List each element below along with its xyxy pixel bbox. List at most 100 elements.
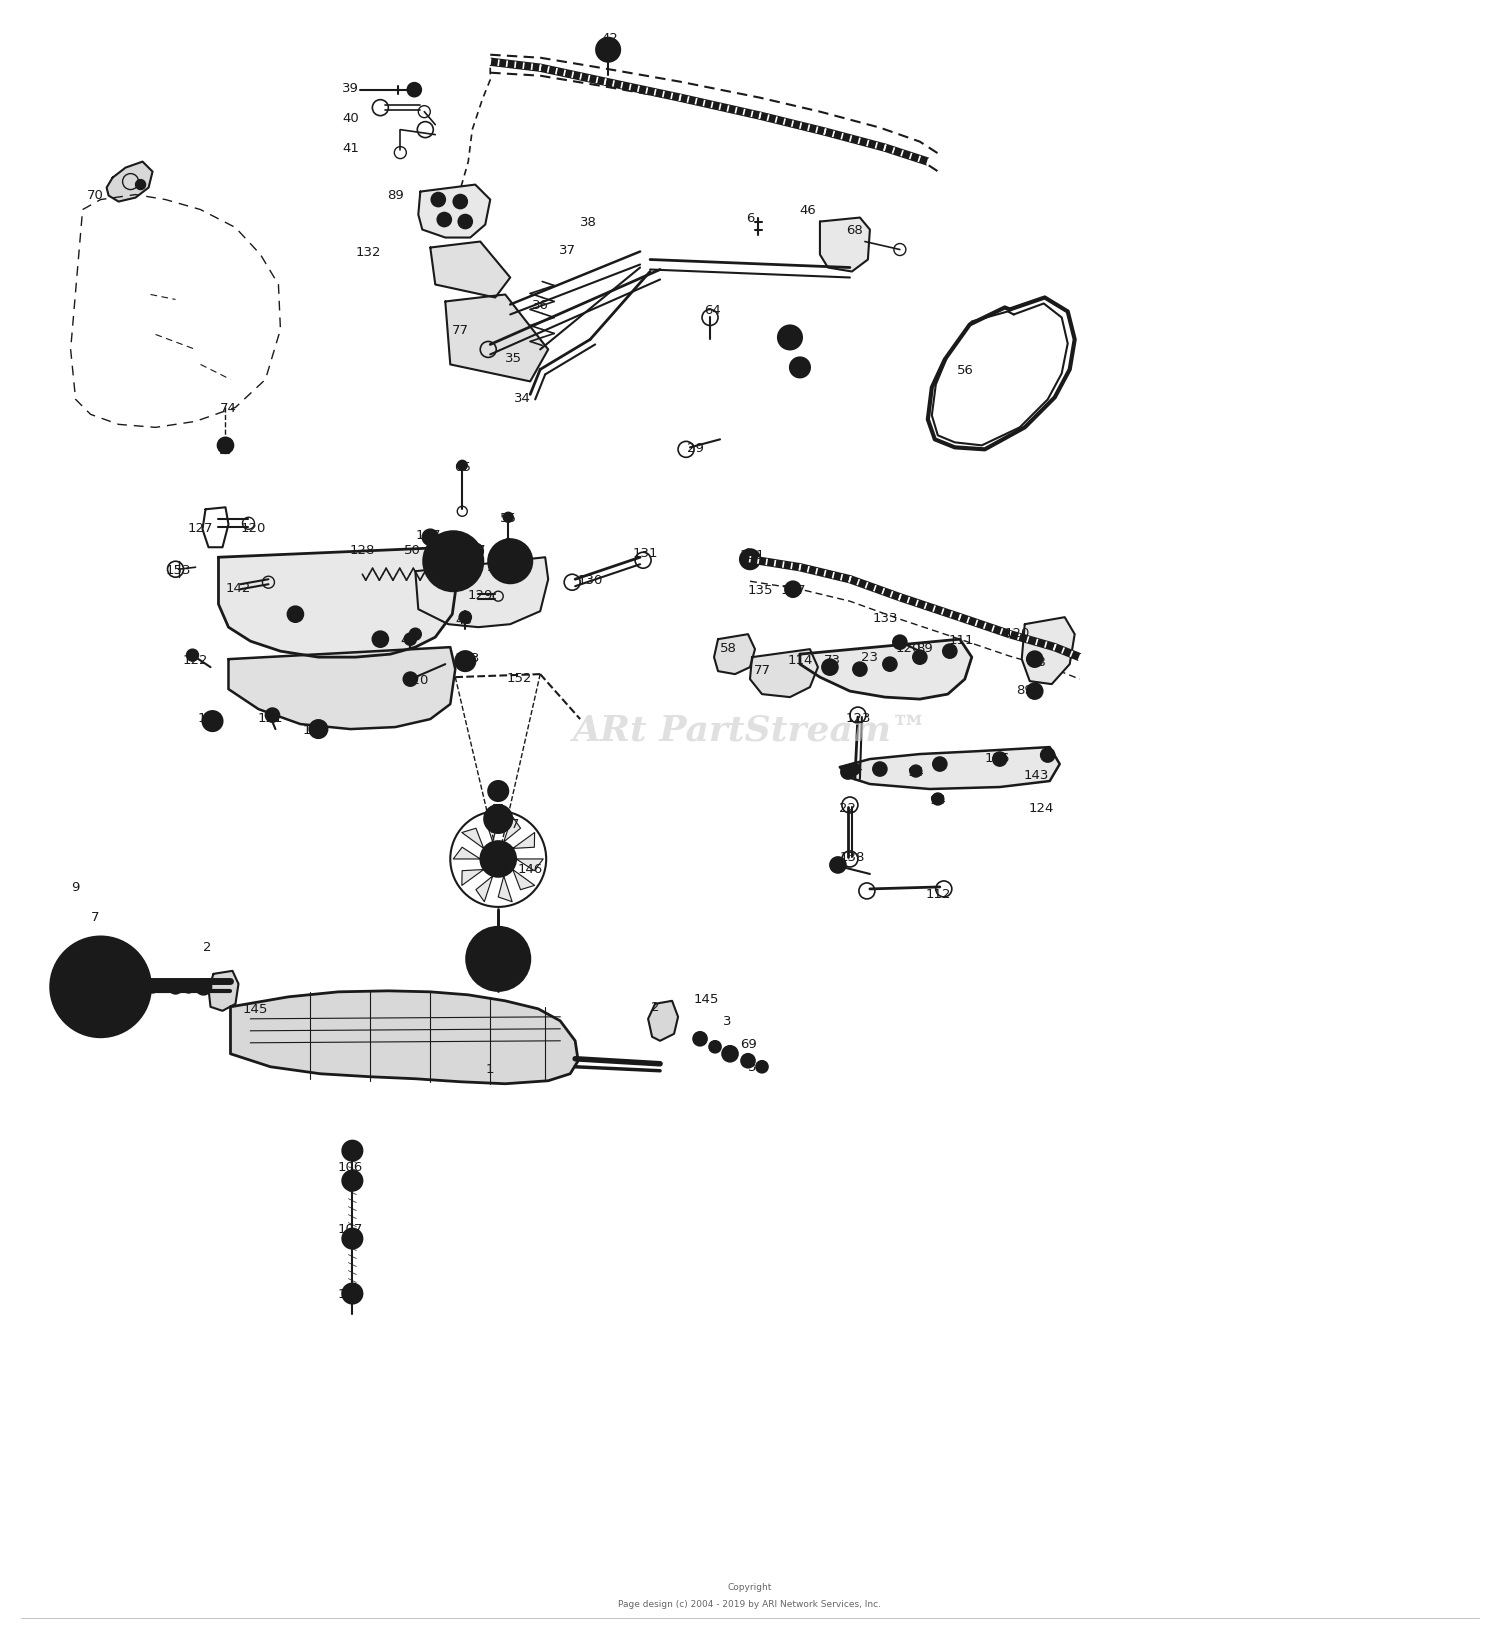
Circle shape bbox=[342, 1229, 363, 1248]
Circle shape bbox=[853, 663, 867, 677]
Text: 6: 6 bbox=[746, 212, 754, 225]
Circle shape bbox=[756, 1061, 768, 1074]
Text: 138: 138 bbox=[839, 850, 864, 863]
Circle shape bbox=[423, 532, 483, 592]
Polygon shape bbox=[648, 1000, 678, 1041]
Text: 7: 7 bbox=[92, 911, 100, 924]
Circle shape bbox=[63, 950, 138, 1025]
Text: 33: 33 bbox=[98, 982, 114, 996]
Text: 143: 143 bbox=[1024, 769, 1050, 782]
Circle shape bbox=[784, 583, 801, 597]
Text: 117: 117 bbox=[460, 543, 486, 557]
Polygon shape bbox=[484, 816, 498, 842]
Text: 147: 147 bbox=[495, 818, 520, 831]
Polygon shape bbox=[202, 508, 228, 548]
Polygon shape bbox=[498, 876, 512, 902]
Polygon shape bbox=[462, 829, 483, 849]
Text: 135: 135 bbox=[747, 583, 772, 596]
Polygon shape bbox=[513, 870, 534, 889]
Polygon shape bbox=[416, 558, 548, 628]
Circle shape bbox=[847, 764, 859, 775]
Polygon shape bbox=[504, 816, 520, 842]
Circle shape bbox=[488, 540, 532, 584]
Circle shape bbox=[288, 607, 303, 623]
Text: 145: 145 bbox=[243, 1002, 268, 1015]
Text: 1: 1 bbox=[486, 1062, 495, 1075]
Circle shape bbox=[459, 215, 472, 230]
Text: 107: 107 bbox=[338, 1222, 363, 1235]
Circle shape bbox=[480, 842, 516, 878]
Text: 69: 69 bbox=[88, 951, 106, 965]
Circle shape bbox=[135, 181, 146, 191]
Circle shape bbox=[183, 981, 195, 994]
Text: 48: 48 bbox=[454, 614, 471, 627]
Polygon shape bbox=[419, 186, 491, 238]
Polygon shape bbox=[430, 243, 510, 299]
Polygon shape bbox=[219, 548, 459, 658]
Circle shape bbox=[405, 633, 417, 646]
Circle shape bbox=[933, 757, 946, 772]
Circle shape bbox=[884, 658, 897, 672]
Text: 123: 123 bbox=[844, 712, 870, 725]
Text: 2: 2 bbox=[204, 940, 212, 953]
Text: 37: 37 bbox=[558, 243, 576, 256]
Text: 120: 120 bbox=[1004, 627, 1029, 640]
Circle shape bbox=[1026, 651, 1042, 667]
Text: 89: 89 bbox=[387, 189, 404, 202]
Circle shape bbox=[1026, 684, 1042, 700]
Polygon shape bbox=[453, 847, 480, 860]
Polygon shape bbox=[228, 648, 456, 730]
Circle shape bbox=[722, 1046, 738, 1062]
Circle shape bbox=[914, 651, 927, 664]
Circle shape bbox=[342, 1141, 363, 1160]
Text: 77: 77 bbox=[452, 323, 470, 336]
Text: 120: 120 bbox=[404, 674, 429, 685]
Circle shape bbox=[158, 982, 168, 992]
Text: 152: 152 bbox=[507, 671, 532, 684]
Text: 22: 22 bbox=[840, 801, 856, 814]
Text: 112: 112 bbox=[926, 888, 951, 901]
Polygon shape bbox=[1022, 619, 1074, 685]
Text: 37: 37 bbox=[782, 331, 798, 344]
Circle shape bbox=[458, 462, 468, 472]
Circle shape bbox=[488, 782, 508, 801]
Circle shape bbox=[147, 981, 159, 994]
Circle shape bbox=[342, 1284, 363, 1304]
Circle shape bbox=[195, 979, 211, 996]
Polygon shape bbox=[516, 860, 543, 871]
Text: 73: 73 bbox=[824, 653, 840, 666]
Text: 94: 94 bbox=[908, 765, 924, 778]
Text: ARt PartStream™: ARt PartStream™ bbox=[573, 713, 927, 746]
Polygon shape bbox=[800, 640, 972, 700]
Circle shape bbox=[790, 357, 810, 379]
Text: 130: 130 bbox=[578, 573, 603, 586]
Text: 64: 64 bbox=[704, 304, 720, 317]
Circle shape bbox=[944, 645, 957, 659]
Circle shape bbox=[490, 813, 506, 826]
Text: 129: 129 bbox=[468, 589, 494, 601]
Circle shape bbox=[500, 552, 520, 571]
Text: 77: 77 bbox=[753, 663, 771, 676]
Polygon shape bbox=[462, 870, 483, 886]
Text: 153: 153 bbox=[166, 563, 192, 576]
Circle shape bbox=[435, 543, 471, 579]
Circle shape bbox=[830, 857, 846, 873]
Circle shape bbox=[740, 550, 760, 570]
Text: 145: 145 bbox=[693, 992, 718, 1005]
Text: 120: 120 bbox=[896, 641, 921, 654]
Text: 94: 94 bbox=[930, 793, 946, 806]
Text: Copyright: Copyright bbox=[728, 1581, 772, 1591]
Text: 40: 40 bbox=[342, 113, 358, 126]
Polygon shape bbox=[476, 876, 492, 902]
Text: 39: 39 bbox=[342, 82, 358, 95]
Circle shape bbox=[503, 512, 513, 522]
Text: 111: 111 bbox=[950, 633, 975, 646]
Text: 33: 33 bbox=[747, 1061, 765, 1074]
Circle shape bbox=[932, 793, 944, 806]
Text: 122: 122 bbox=[183, 653, 209, 666]
Text: 61: 61 bbox=[514, 953, 531, 966]
Circle shape bbox=[202, 712, 222, 731]
Text: 132: 132 bbox=[356, 246, 381, 259]
Circle shape bbox=[168, 981, 183, 994]
Circle shape bbox=[993, 752, 1006, 767]
